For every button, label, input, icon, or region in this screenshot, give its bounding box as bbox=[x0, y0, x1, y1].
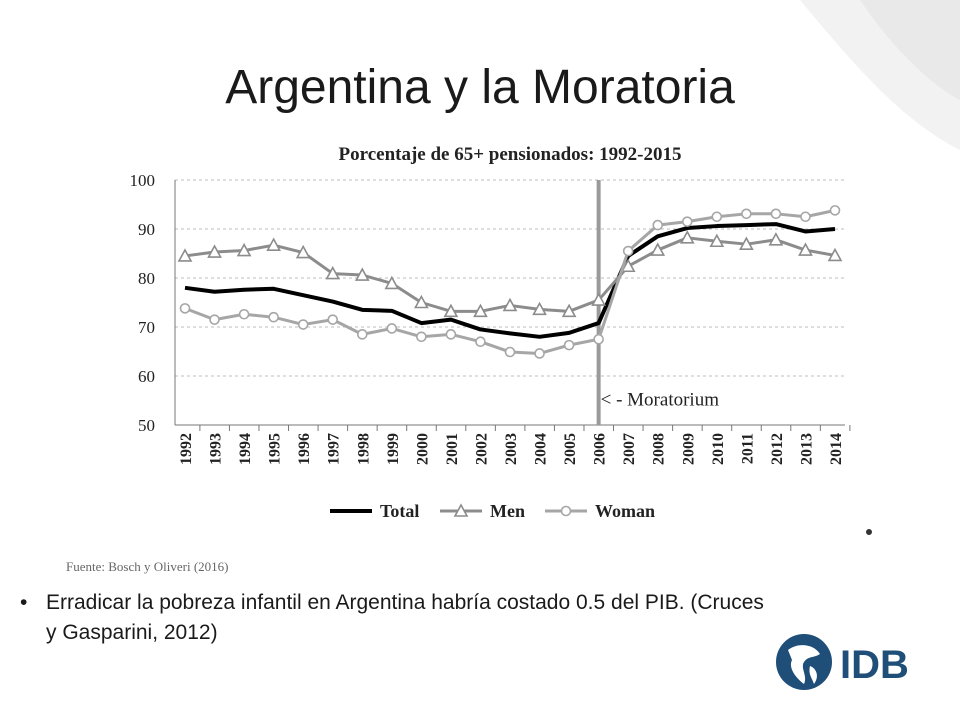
data-point-men bbox=[739, 236, 754, 250]
data-point-woman bbox=[770, 208, 782, 220]
data-point-men bbox=[473, 303, 488, 318]
data-point-woman bbox=[829, 205, 841, 216]
data-point-men bbox=[295, 244, 311, 259]
x-tick-label: 2000 bbox=[414, 433, 431, 465]
x-tick-label: 2011 bbox=[739, 433, 756, 464]
data-point-woman bbox=[445, 329, 457, 340]
x-tick-label: 2014 bbox=[828, 433, 845, 465]
x-tick-label: 1996 bbox=[296, 433, 313, 465]
data-point-men bbox=[502, 297, 518, 312]
data-point-men bbox=[768, 232, 784, 246]
data-point-men bbox=[177, 248, 193, 262]
data-point-men bbox=[414, 294, 429, 309]
y-tick-label: 50 bbox=[138, 416, 155, 435]
legend-label: Woman bbox=[595, 501, 655, 521]
y-tick-label: 80 bbox=[138, 269, 155, 288]
data-point-woman bbox=[386, 323, 398, 334]
data-point-woman bbox=[593, 333, 604, 345]
x-tick-label: 1997 bbox=[326, 433, 343, 465]
x-tick-label: 2001 bbox=[444, 433, 461, 465]
series-line-total bbox=[184, 222, 836, 339]
corner-decoration bbox=[800, 0, 960, 150]
data-point-men bbox=[827, 247, 843, 262]
pension-chart: Porcentaje de 65+ pensionados: 1992-2015… bbox=[130, 144, 851, 521]
bullet-icon: • bbox=[20, 591, 28, 614]
legend-label: Men bbox=[490, 501, 525, 521]
legend-marker bbox=[453, 503, 469, 517]
data-point-woman bbox=[504, 346, 516, 358]
data-point-woman bbox=[800, 211, 811, 223]
x-tick-label: 2008 bbox=[651, 433, 668, 465]
y-tick-label: 70 bbox=[138, 318, 155, 337]
x-tick-label: 2007 bbox=[621, 433, 638, 465]
legend-marker bbox=[560, 505, 572, 517]
data-point-woman bbox=[238, 308, 250, 320]
y-tick-label: 90 bbox=[138, 220, 155, 239]
x-tick-label: 2010 bbox=[710, 433, 727, 465]
data-point-woman bbox=[268, 311, 279, 323]
data-point-men bbox=[266, 237, 281, 251]
x-tick-label: 2013 bbox=[798, 433, 815, 465]
data-point-men bbox=[236, 242, 252, 257]
source-note: Fuente: Bosch y Oliveri (2016) bbox=[66, 559, 229, 574]
data-point-woman bbox=[416, 331, 427, 343]
x-tick-label: 1993 bbox=[208, 433, 225, 465]
x-tick-label: 2009 bbox=[680, 433, 697, 465]
idb-logo: IDB bbox=[776, 634, 909, 690]
x-tick-label: 1999 bbox=[385, 433, 402, 465]
data-point-woman bbox=[327, 314, 339, 325]
slide-title: Argentina y la Moratoria bbox=[225, 61, 735, 114]
x-tick-label: 1995 bbox=[267, 433, 284, 465]
data-point-woman bbox=[179, 303, 191, 314]
x-tick-label: 1998 bbox=[355, 433, 372, 465]
data-point-woman bbox=[475, 336, 486, 347]
data-point-men bbox=[650, 242, 666, 256]
data-point-men bbox=[354, 267, 370, 281]
chart-title: Porcentaje de 65+ pensionados: 1992-2015 bbox=[339, 144, 682, 165]
y-tick-label: 60 bbox=[138, 367, 155, 386]
moratorium-label: < - Moratorium bbox=[601, 390, 720, 411]
x-tick-label: 2002 bbox=[473, 433, 490, 465]
x-tick-label: 2003 bbox=[503, 433, 520, 465]
data-point-woman bbox=[711, 211, 723, 223]
data-point-woman bbox=[563, 339, 575, 351]
data-point-woman bbox=[741, 208, 752, 220]
data-point-men bbox=[561, 303, 577, 318]
data-point-woman bbox=[652, 219, 664, 231]
data-point-men bbox=[207, 244, 222, 258]
data-point-men bbox=[620, 258, 636, 273]
bullet-item: • Erradicar la pobreza infantil en Argen… bbox=[20, 588, 780, 648]
legend-label: Total bbox=[380, 501, 419, 521]
data-point-woman bbox=[534, 348, 545, 359]
x-tick-label: 2005 bbox=[562, 433, 579, 465]
data-point-woman bbox=[356, 329, 368, 340]
x-tick-label: 1994 bbox=[237, 433, 254, 465]
data-point-men bbox=[443, 303, 459, 318]
data-point-woman bbox=[622, 245, 634, 257]
bullet-text: Erradicar la pobreza infantil en Argenti… bbox=[46, 591, 764, 644]
data-point-men bbox=[325, 265, 341, 280]
data-point-men bbox=[798, 242, 813, 256]
data-point-men bbox=[591, 292, 606, 306]
x-tick-label: 2012 bbox=[769, 433, 786, 465]
x-tick-label: 1992 bbox=[178, 433, 195, 465]
data-point-woman bbox=[209, 314, 220, 325]
data-point-men bbox=[679, 230, 695, 244]
y-tick-label: 100 bbox=[130, 171, 156, 190]
x-tick-label: 2006 bbox=[592, 433, 609, 465]
data-point-woman bbox=[297, 319, 309, 330]
bullet-list: • Erradicar la pobreza infantil en Argen… bbox=[20, 588, 780, 648]
data-point-men bbox=[532, 301, 547, 316]
data-point-woman bbox=[681, 216, 693, 227]
data-point-men bbox=[709, 233, 725, 248]
data-point-men bbox=[384, 275, 400, 290]
x-tick-label: 2004 bbox=[533, 433, 550, 465]
decorative-dot bbox=[866, 529, 872, 535]
logo-text: IDB bbox=[840, 643, 909, 687]
